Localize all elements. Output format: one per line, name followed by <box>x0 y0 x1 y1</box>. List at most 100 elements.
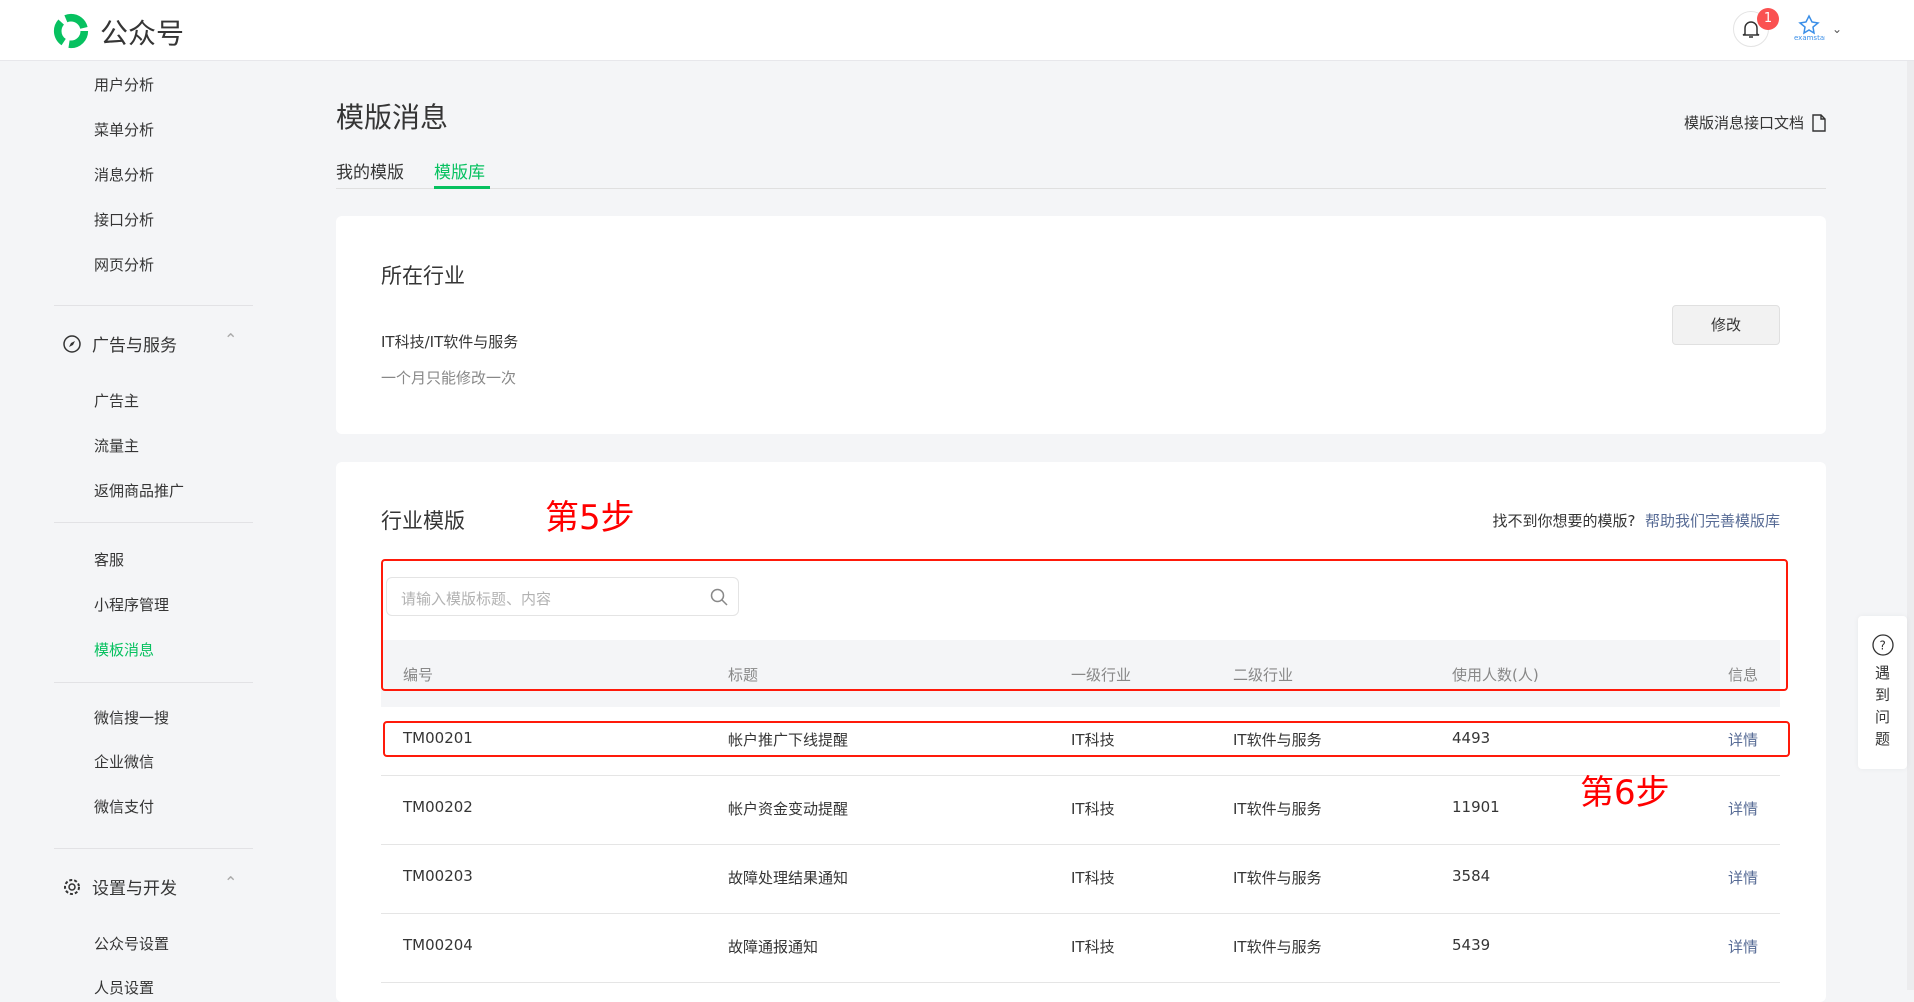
chevron-up-icon[interactable]: ⌃ <box>224 330 238 349</box>
sidebar-item-customer-service[interactable]: 客服 <box>94 551 125 569</box>
industry-heading: 所在行业 <box>381 264 465 288</box>
cell-title: 帐户推广下线提醒 <box>728 731 849 749</box>
help-improve-link[interactable]: 帮助我们完善模版库 <box>1644 512 1780 530</box>
avatar[interactable]: examstar <box>1793 14 1827 42</box>
sidebar-group-ads[interactable]: 广告与服务 <box>62 331 177 356</box>
notification-badge: 1 <box>1757 8 1779 30</box>
account-chevron-down-icon[interactable]: ⌄ <box>1832 22 1843 36</box>
active-tab-indicator <box>434 186 490 189</box>
cell-industry1: IT科技 <box>1071 731 1115 749</box>
cell-industry1: IT科技 <box>1071 800 1115 818</box>
sidebar-group-label: 广告与服务 <box>92 336 177 356</box>
gear-icon <box>64 878 80 895</box>
annotation-step5: 第5步 <box>545 498 635 538</box>
annotation-box-step5 <box>381 559 1788 691</box>
sidebar-item-publisher[interactable]: 流量主 <box>94 437 140 455</box>
page-title: 模版消息 <box>336 101 449 134</box>
sidebar-item-menu-analysis[interactable]: 菜单分析 <box>94 121 155 139</box>
sidebar-item-api-analysis[interactable]: 接口分析 <box>94 211 155 229</box>
column-header-industry2: 二级行业 <box>1233 666 1294 684</box>
sidebar-divider <box>54 848 253 849</box>
help-char: 问 <box>1874 708 1890 726</box>
cell-title: 帐户资金变动提醒 <box>728 800 849 818</box>
annotation-step6: 第6步 <box>1580 773 1670 813</box>
industry-value: IT科技/IT软件与服务 <box>381 333 519 351</box>
search-icon[interactable] <box>710 588 728 606</box>
document-icon <box>1812 113 1826 132</box>
cell-industry2: IT软件与服务 <box>1233 869 1322 887</box>
sidebar-item-account-settings[interactable]: 公众号设置 <box>94 935 170 953</box>
chevron-up-icon[interactable]: ⌃ <box>224 873 238 892</box>
details-link[interactable]: 详情 <box>1728 938 1759 956</box>
sidebar-item-commission[interactable]: 返佣商品推广 <box>94 482 185 500</box>
svg-text:examstar: examstar <box>1794 34 1825 42</box>
top-header: 公众号 1 examstar ⌄ <box>0 0 1914 61</box>
edit-industry-button[interactable]: 修改 <box>1672 305 1780 345</box>
sidebar-divider <box>54 682 253 683</box>
help-char: 到 <box>1874 686 1890 704</box>
column-header-users: 使用人数(人) <box>1452 666 1539 684</box>
sidebar-item-wecom[interactable]: 企业微信 <box>94 753 155 771</box>
templates-card <box>336 462 1826 1002</box>
question-icon: ? <box>1871 634 1894 656</box>
cell-industry1: IT科技 <box>1071 938 1115 956</box>
sidebar-item-miniprogram[interactable]: 小程序管理 <box>94 596 170 614</box>
tab-my-templates[interactable]: 我的模版 <box>336 163 404 183</box>
cell-users: 5439 <box>1452 936 1491 954</box>
wechat-official-logo-icon[interactable] <box>52 12 90 50</box>
sidebar-item-template-message[interactable]: 模板消息 <box>94 641 155 659</box>
sidebar-group-label: 设置与开发 <box>92 879 177 899</box>
tab-template-library[interactable]: 模版库 <box>434 163 485 183</box>
column-header-title: 标题 <box>728 666 759 684</box>
table-header <box>381 640 1780 707</box>
templates-heading: 行业模版 <box>381 509 465 533</box>
help-char: 题 <box>1874 730 1890 748</box>
details-link[interactable]: 详情 <box>1728 800 1759 818</box>
cell-users: 11901 <box>1452 798 1500 816</box>
sidebar-item-webpage-analysis[interactable]: 网页分析 <box>94 256 155 274</box>
svg-text:?: ? <box>1879 639 1885 653</box>
row-divider <box>381 844 1780 845</box>
missing-template-prompt: 找不到你想要的模版? 帮助我们完善模版库 <box>1492 510 1780 531</box>
scrollbar[interactable] <box>1907 61 1914 990</box>
cell-industry1: IT科技 <box>1071 869 1115 887</box>
cell-industry2: IT软件与服务 <box>1233 800 1322 818</box>
sidebar-item-user-analysis[interactable]: 用户分析 <box>94 76 155 94</box>
sidebar-item-message-analysis[interactable]: 消息分析 <box>94 166 155 184</box>
details-link[interactable]: 详情 <box>1728 869 1759 887</box>
sidebar-item-wechat-pay[interactable]: 微信支付 <box>94 798 155 816</box>
search-input[interactable]: 请输入模版标题、内容 <box>386 577 739 616</box>
help-float-button[interactable]: ? 遇 到 问 题 <box>1858 616 1907 769</box>
cell-id: TM00202 <box>403 798 473 816</box>
cell-industry2: IT软件与服务 <box>1233 938 1322 956</box>
sidebar-item-advertiser[interactable]: 广告主 <box>94 392 140 410</box>
cell-title: 故障处理结果通知 <box>728 869 849 887</box>
help-char: 遇 <box>1874 664 1890 682</box>
cell-users: 4493 <box>1452 729 1491 747</box>
row-divider <box>381 913 1780 914</box>
cell-id: TM00204 <box>403 936 473 954</box>
cell-users: 3584 <box>1452 867 1491 885</box>
sidebar-divider <box>54 522 253 523</box>
column-header-id: 编号 <box>403 666 434 684</box>
prompt-text: 找不到你想要的模版? <box>1492 512 1636 530</box>
annotation-box-step6 <box>383 721 1790 757</box>
brand-title[interactable]: 公众号 <box>100 17 185 50</box>
cell-title: 故障通报通知 <box>728 938 819 956</box>
column-header-industry1: 一级行业 <box>1071 666 1132 684</box>
details-link[interactable]: 详情 <box>1728 731 1759 749</box>
api-doc-link[interactable]: 模版消息接口文档 <box>1684 112 1826 133</box>
sidebar-item-wechat-search[interactable]: 微信搜一搜 <box>94 709 170 727</box>
cell-industry2: IT软件与服务 <box>1233 731 1322 749</box>
cell-id: TM00203 <box>403 867 473 885</box>
industry-note: 一个月只能修改一次 <box>381 369 517 387</box>
sidebar-group-dev[interactable]: 设置与开发 <box>62 874 177 899</box>
compass-icon <box>63 334 81 353</box>
row-divider <box>381 775 1780 776</box>
sidebar-divider <box>54 305 253 306</box>
row-divider <box>381 982 1780 983</box>
tab-divider <box>336 188 1826 189</box>
sidebar-item-staff-settings[interactable]: 人员设置 <box>94 979 155 997</box>
column-header-info: 信息 <box>1728 666 1759 684</box>
search-placeholder: 请输入模版标题、内容 <box>401 590 552 608</box>
